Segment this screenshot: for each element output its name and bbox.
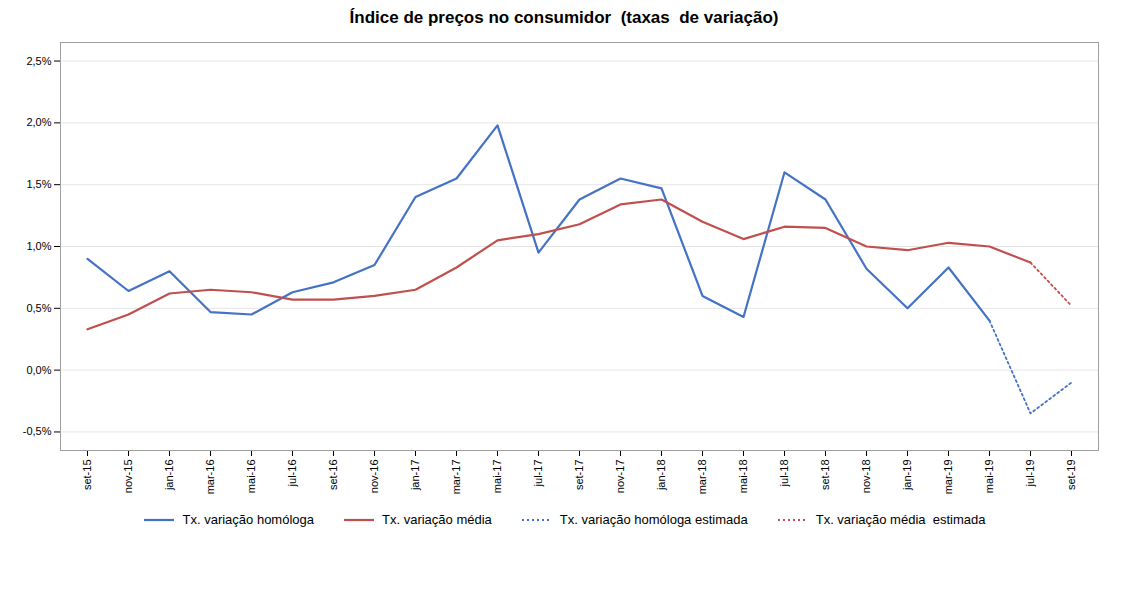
- svg-text:set-18: set-18: [819, 460, 831, 491]
- svg-text:jul-17: jul-17: [532, 460, 544, 488]
- svg-text:set-19: set-19: [1065, 460, 1077, 491]
- svg-text:mar-17: mar-17: [450, 460, 462, 495]
- svg-text:set-17: set-17: [573, 460, 585, 491]
- svg-text:-0,5%: -0,5%: [23, 425, 52, 437]
- svg-text:jul-18: jul-18: [778, 460, 790, 488]
- svg-text:mai-16: mai-16: [245, 460, 257, 494]
- svg-text:2,0%: 2,0%: [26, 116, 51, 128]
- html-text:Tx. variação média estimada: Tx. variação média estimada: [815, 512, 986, 527]
- svg-text:nov-17: nov-17: [614, 460, 626, 494]
- svg-text:0,0%: 0,0%: [26, 364, 51, 376]
- svg-text:mar-19: mar-19: [942, 460, 954, 495]
- svg-text:nov-15: nov-15: [122, 460, 134, 494]
- svg-text:jul-19: jul-19: [1024, 460, 1036, 488]
- svg-text:2,5%: 2,5%: [26, 55, 51, 67]
- svg-text:0,5%: 0,5%: [26, 302, 51, 314]
- svg-text:set-16: set-16: [327, 460, 339, 491]
- html-text:Tx. variação homóloga: Tx. variação homóloga: [182, 512, 314, 527]
- svg-text:mai-19: mai-19: [983, 460, 995, 494]
- svg-text:jan-19: jan-19: [901, 460, 913, 492]
- svg-text:jan-17: jan-17: [409, 460, 421, 492]
- svg-text:mai-17: mai-17: [491, 460, 503, 494]
- svg-text:nov-18: nov-18: [860, 460, 872, 494]
- html-text:Índice de preços no consumidor: Índice de preços no consumidor (taxas de…: [349, 8, 779, 27]
- svg-text:1,0%: 1,0%: [26, 240, 51, 252]
- svg-text:nov-16: nov-16: [368, 460, 380, 494]
- html-text:Tx. variação homóloga estimada: Tx. variação homóloga estimada: [559, 512, 748, 527]
- svg-text:jul-16: jul-16: [286, 460, 298, 488]
- svg-text:mar-16: mar-16: [204, 460, 216, 495]
- svg-text:jan-18: jan-18: [655, 460, 667, 492]
- svg-text:1,5%: 1,5%: [26, 178, 51, 190]
- svg-text:mar-18: mar-18: [696, 460, 708, 495]
- svg-text:jan-16: jan-16: [163, 460, 175, 492]
- svg-text:set-15: set-15: [81, 460, 93, 491]
- svg-text:mai-18: mai-18: [737, 460, 749, 494]
- html-text:Tx. variação média: Tx. variação média: [382, 512, 492, 527]
